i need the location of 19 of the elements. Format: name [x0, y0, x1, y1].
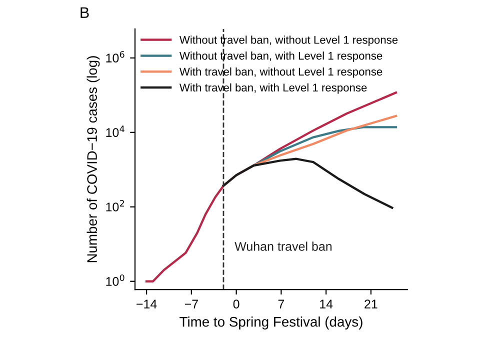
text: B	[80, 7, 89, 18]
y-tick-label: 10$^{4}$	[106, 126, 124, 137]
y-tick-label: 10$^{6}$	[106, 51, 124, 62]
legend-label: With travel ban, with Level 1 response	[179, 83, 367, 94]
x-tick-label: 14	[320, 300, 333, 308]
x-tick-label: 21	[364, 300, 378, 308]
x-tick-label: 7	[278, 300, 284, 308]
y-axis-title: Number of COVID−19 cases (log)	[86, 56, 100, 262]
x-tick-label: −14	[136, 300, 157, 308]
y-tick-label: 10$^{0}$	[106, 274, 124, 286]
x-axis-title: Time to Spring Festival (days)	[180, 316, 362, 330]
x-tick-label: −7	[184, 300, 198, 308]
ref-line-label: Wuhan travel ban	[234, 242, 332, 251]
line-series	[222, 158, 394, 209]
legend-label: Without travel ban, without Level 1 response	[179, 36, 398, 46]
legend-label: Without travel ban, with Level 1 response	[179, 52, 382, 62]
legend-label: With travel ban, without Level 1 response	[179, 67, 382, 78]
x-tick-label: 0	[233, 300, 240, 309]
y-tick-label: 10$^{2}$	[106, 200, 124, 212]
